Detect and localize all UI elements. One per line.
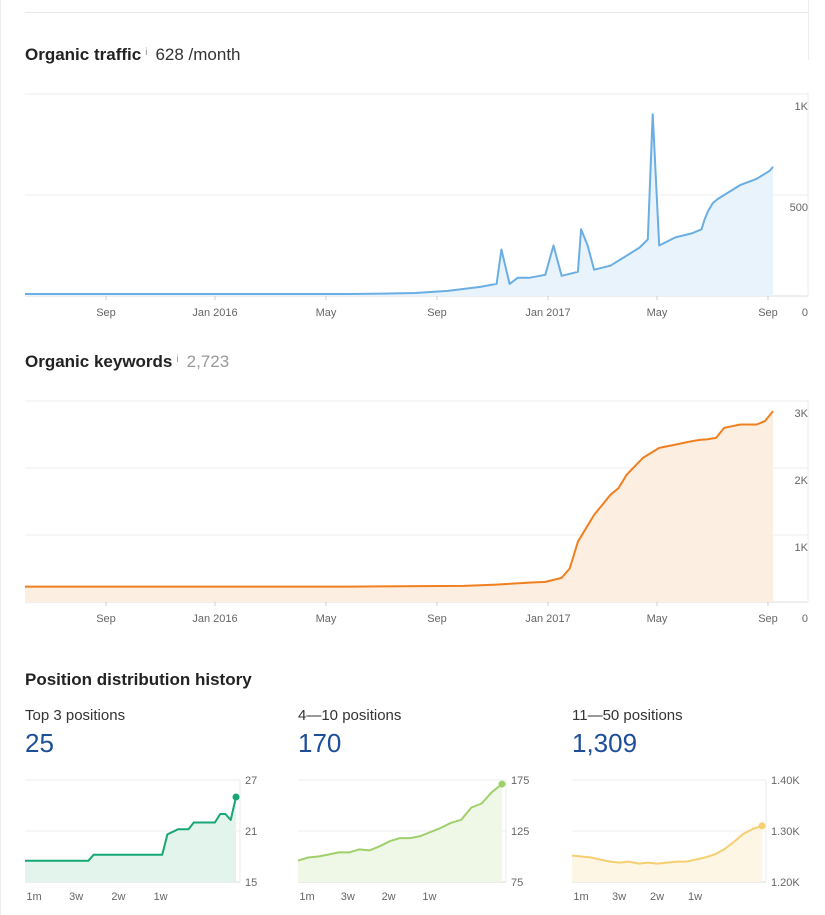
keywords-x-tick-label: Sep xyxy=(758,613,778,625)
keywords-x-tick-label: Sep xyxy=(96,613,116,625)
position-distribution-title: Position distribution history xyxy=(25,670,252,689)
low-last-point xyxy=(758,822,766,830)
top3-x-tick-label: 1m xyxy=(26,891,41,903)
mid-positions-value: 170 xyxy=(298,728,342,758)
low-series-line xyxy=(571,824,763,865)
low-x-tick-label: 3w xyxy=(612,891,626,903)
top3-y-tick-label: 21 xyxy=(245,826,257,838)
keywords-x-tick-label: Sep xyxy=(427,613,447,625)
mid-x-tick-label: 1w xyxy=(422,891,436,903)
info-icon[interactable]: i xyxy=(176,354,179,365)
mid-y-tick-label: 125 xyxy=(511,826,529,838)
traffic-x-tick-label: Jan 2017 xyxy=(525,307,570,319)
keywords-x-tick-label: Jan 2016 xyxy=(192,613,237,625)
mid-positions-label: 4—10 positions xyxy=(298,707,402,724)
traffic-series-line xyxy=(25,113,774,295)
mid-series-line xyxy=(297,783,503,862)
low-y-tick-label: 1.40K xyxy=(771,775,800,787)
info-icon[interactable]: i xyxy=(145,47,148,58)
keywords-series-line xyxy=(25,410,774,588)
top3-area xyxy=(25,797,236,882)
top3-positions-value: 25 xyxy=(25,728,54,758)
traffic-x-tick-label: Sep xyxy=(427,307,447,319)
keywords-y-tick-label: 0 xyxy=(802,613,808,625)
low-y-tick-label: 1.20K xyxy=(771,877,800,889)
top3-x-tick-label: 1w xyxy=(154,891,168,903)
left-border xyxy=(0,0,1,915)
mid-y-tick-label: 75 xyxy=(511,877,523,889)
mid-last-point xyxy=(498,780,506,788)
mid-y-tick-label: 175 xyxy=(511,775,529,787)
low-positions-value: 1,309 xyxy=(572,728,638,758)
low-y-tick-label: 1.30K xyxy=(771,826,800,838)
organic-traffic-label: Organic traffic xyxy=(25,45,142,64)
traffic-area xyxy=(25,114,773,296)
organic-traffic-chart: 1K 500 0 Sep Jan 2016 May Sep Jan 2017 May Sep xyxy=(25,92,809,319)
top3-last-point xyxy=(232,793,240,801)
organic-keywords-title: Organic keywords i 2,723 xyxy=(25,352,229,372)
organic-keywords-label: Organic keywords xyxy=(25,352,173,371)
traffic-y-tick-label: 1K xyxy=(795,101,809,113)
organic-traffic-title: Organic traffic i 628 /month xyxy=(25,45,241,65)
traffic-y-tick-label: 500 xyxy=(790,202,808,214)
keywords-y-tick-label: 1K xyxy=(795,542,809,554)
traffic-x-tick-label: Jan 2016 xyxy=(192,307,237,319)
traffic-x-tick-label: Sep xyxy=(96,307,116,319)
low-positions-label: 11—50 positions xyxy=(572,707,683,724)
low-area xyxy=(572,825,762,882)
top3-x-tick-label: 3w xyxy=(69,891,83,903)
right-border xyxy=(808,0,809,60)
keywords-y-tick-label: 3K xyxy=(795,408,809,420)
keywords-x-tick-label: May xyxy=(647,613,668,625)
top-divider xyxy=(25,12,808,13)
top3-x-tick-label: 2w xyxy=(111,891,125,903)
traffic-x-tick-label: May xyxy=(316,307,337,319)
top3-positions-label: Top 3 positions xyxy=(25,707,126,724)
keywords-x-tick-label: May xyxy=(316,613,337,625)
top3-y-tick-label: 15 xyxy=(245,877,257,889)
organic-keywords-value: 2,723 xyxy=(186,352,230,371)
mid-area xyxy=(298,784,502,882)
mid-x-tick-label: 1m xyxy=(299,891,314,903)
top3-series-line xyxy=(25,796,237,862)
traffic-x-tick-label: May xyxy=(647,307,668,319)
traffic-x-tick-label: Sep xyxy=(758,307,778,319)
mid-x-tick-label: 3w xyxy=(341,891,355,903)
mid-x-tick-label: 2w xyxy=(382,891,396,903)
low-x-tick-label: 1m xyxy=(573,891,588,903)
low-x-tick-label: 2w xyxy=(650,891,664,903)
low-x-tick-label: 1w xyxy=(688,891,702,903)
keywords-y-tick-label: 2K xyxy=(795,475,809,487)
keywords-area xyxy=(25,411,773,602)
keywords-x-tick-label: Jan 2017 xyxy=(525,613,570,625)
traffic-y-tick-label: 0 xyxy=(802,307,808,319)
top3-y-tick-label: 27 xyxy=(245,775,257,787)
organic-traffic-value: 628 /month xyxy=(155,45,241,64)
organic-keywords-chart: 3K 2K 1K 0 Sep Jan 2016 May Sep Jan 2017 May Sep xyxy=(25,399,809,625)
